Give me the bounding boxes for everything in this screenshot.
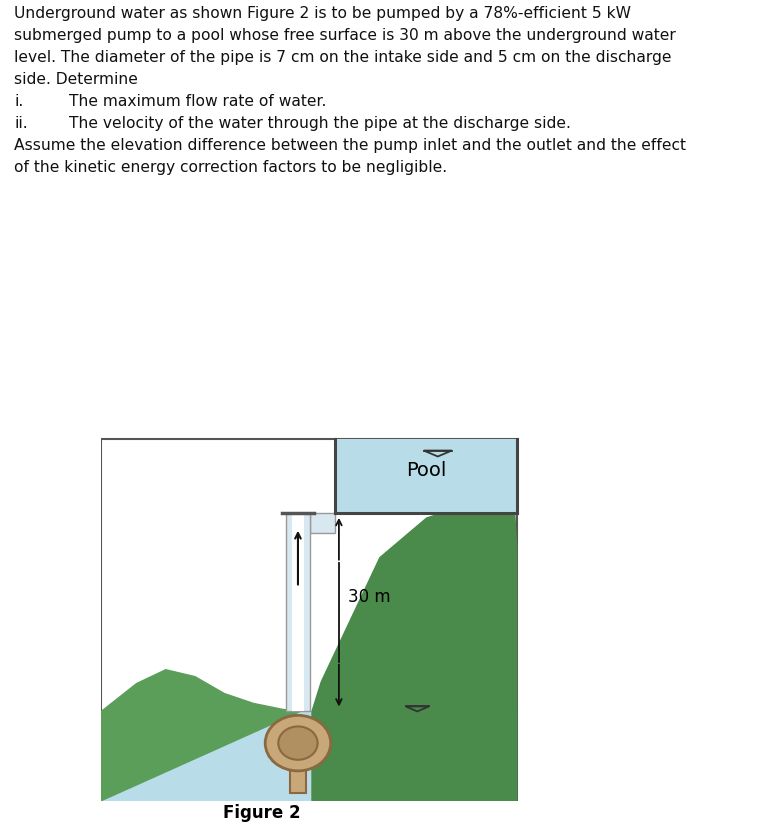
- Polygon shape: [101, 670, 300, 801]
- Circle shape: [265, 716, 331, 771]
- Text: level. The diameter of the pipe is 7 cm on the intake side and 5 cm on the disch: level. The diameter of the pipe is 7 cm …: [14, 50, 672, 65]
- Bar: [290, 762, 306, 792]
- Text: The maximum flow rate of water.: The maximum flow rate of water.: [69, 94, 326, 109]
- Polygon shape: [312, 503, 517, 801]
- Text: The velocity of the water through the pipe at the discharge side.: The velocity of the water through the pi…: [69, 116, 571, 131]
- Text: submerged pump to a pool whose free surface is 30 m above the underground water: submerged pump to a pool whose free surf…: [14, 28, 675, 43]
- Text: Pool: Pool: [406, 461, 446, 480]
- Text: Figure 2: Figure 2: [222, 804, 300, 822]
- Text: of the kinetic energy correction factors to be negligible.: of the kinetic energy correction factors…: [14, 160, 447, 175]
- Text: side. Determine: side. Determine: [14, 72, 138, 87]
- Bar: [292, 513, 304, 711]
- Text: i.: i.: [14, 94, 23, 109]
- Text: ii.: ii.: [14, 116, 27, 131]
- Bar: [101, 711, 517, 801]
- Text: 30 m: 30 m: [349, 588, 391, 606]
- Text: Assume the elevation difference between the pump inlet and the outlet and the ef: Assume the elevation difference between …: [14, 138, 686, 153]
- Circle shape: [278, 726, 317, 760]
- Text: Underground water as shown Figure 2 is to be pumped by a 78%-efficient 5 kW: Underground water as shown Figure 2 is t…: [14, 6, 631, 21]
- Bar: [286, 513, 310, 711]
- Bar: [310, 513, 335, 533]
- Bar: [335, 439, 516, 513]
